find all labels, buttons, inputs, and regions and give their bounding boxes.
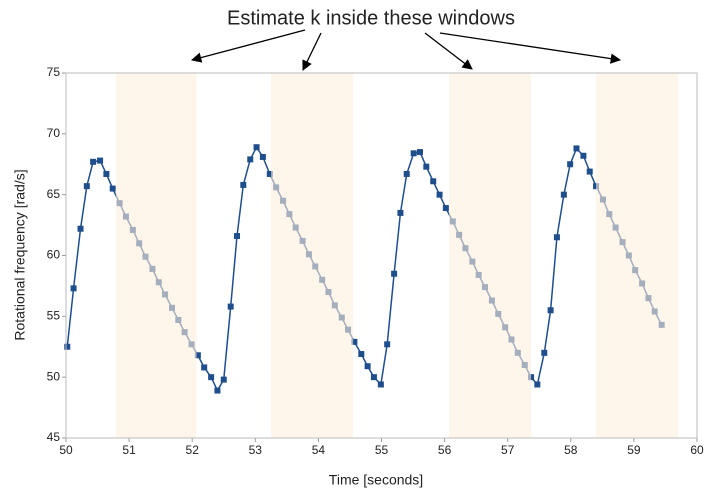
y-tick-label: 65 [47,187,61,201]
data-point [259,153,266,160]
data-point [567,161,574,168]
data-point [358,351,365,358]
data-point [377,381,384,388]
data-point [208,374,215,381]
x-tick-label: 57 [501,443,515,457]
data-point [201,364,208,371]
data-point [560,191,567,198]
window [449,73,532,438]
data-point [247,156,254,163]
data-point [436,191,443,198]
data-point [547,307,554,314]
x-tick-label: 58 [564,443,578,457]
data-point [397,209,404,216]
data-point [430,178,437,185]
data-point [253,144,260,151]
plot-frame [65,72,698,439]
data-point [97,157,104,164]
x-tick-label: 55 [375,443,389,457]
x-tick-label: 60 [690,443,704,457]
window [271,73,354,438]
data-point [553,234,560,241]
x-tick-label: 59 [627,443,641,457]
data-point [240,181,247,188]
x-tick-label: 53 [249,443,263,457]
y-tick-label: 75 [47,65,61,79]
x-axis-label: Time [seconds] [329,472,423,488]
data-point [83,183,90,190]
data-point [103,170,110,177]
data-point [77,225,84,232]
data-point [586,168,593,175]
data-point [214,387,221,394]
x-tick-label: 54 [312,443,326,457]
data-point [534,381,541,388]
y-tick-label: 55 [47,309,61,323]
data-point [266,170,273,177]
x-tick-label: 50 [59,443,73,457]
data-point [109,185,116,192]
data-point [541,349,548,356]
window [596,73,679,438]
data-point [423,163,430,170]
data-point [220,376,227,383]
data-point [403,170,410,177]
data-point [227,303,234,310]
y-tick-label: 70 [47,126,61,140]
annotation-arrows [190,29,622,71]
data-point [70,285,77,292]
data-point [391,270,398,277]
data-point [370,374,377,381]
y-tick-label: 45 [47,430,61,444]
y-tick-label: 50 [47,369,61,383]
y-tick-label: 60 [47,248,61,262]
data-point [351,338,358,345]
window [115,73,197,438]
data-point [194,352,201,359]
data-point [442,205,449,212]
x-tick-label: 51 [122,443,136,457]
data-point [580,152,587,159]
x-tick-label: 56 [438,443,452,457]
y-axis-label: Rotational frequency [rad/s] [12,169,28,340]
annotation: Estimate k inside these windows [227,7,515,29]
data-point [364,363,371,370]
data-point [234,233,241,240]
data-point [90,158,97,165]
data-point [416,149,423,156]
data-point [64,343,71,350]
x-tick-label: 52 [186,443,200,457]
data-point [410,150,417,157]
data-point [573,145,580,152]
data-point [384,341,391,348]
